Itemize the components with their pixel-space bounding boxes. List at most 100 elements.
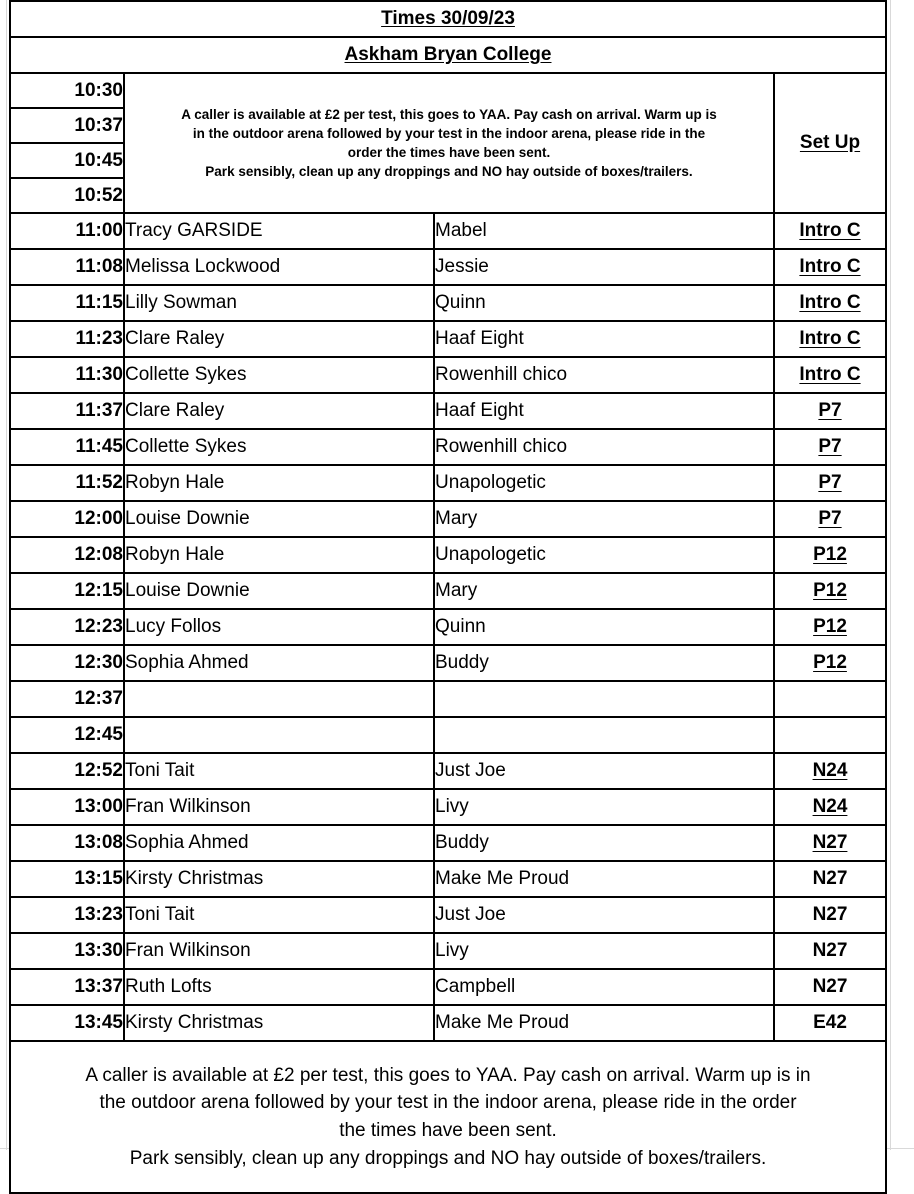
time-cell: 13:23	[9, 896, 125, 934]
table-row: 13:00 Fran Wilkinson Livy N24	[9, 788, 887, 826]
time-cell: 11:15	[9, 284, 125, 322]
horse-cell: Mabel	[433, 212, 775, 250]
time-cell: 12:23	[9, 608, 125, 646]
time-cell: 11:30	[9, 356, 125, 394]
time-cell: 13:00	[9, 788, 125, 826]
table-row: 10:45	[9, 142, 886, 179]
table-row: 12:23 Lucy Follos Quinn P12	[9, 608, 887, 646]
rider-cell	[123, 680, 435, 718]
test-cell: Intro C	[773, 284, 887, 322]
test-cell: Intro C	[773, 248, 887, 286]
table-row: 12:37	[9, 680, 887, 718]
horse-cell: Rowenhill chico	[433, 428, 775, 466]
schedule-table: Times 30/09/23 Askham Bryan College 10:3…	[9, 0, 887, 1194]
test-cell: Intro C	[773, 212, 887, 250]
horse-cell: Livy	[433, 932, 775, 970]
setup-column-header-text: Set Up	[799, 132, 861, 153]
test-label: Intro C	[799, 220, 861, 241]
rider-cell: Toni Tait	[123, 896, 435, 934]
test-cell: P12	[773, 608, 887, 646]
test-label: N24	[812, 796, 848, 817]
horse-cell: Just Joe	[433, 896, 775, 934]
test-cell: N24	[773, 752, 887, 790]
table-row: 11:52 Robyn Hale Unapologetic P7	[9, 464, 887, 502]
table-row: 11:30 Collette Sykes Rowenhill chico Intro …	[9, 356, 887, 394]
table-row: 12:30 Sophia Ahmed Buddy P12	[9, 644, 887, 682]
time-cell: 10:45	[9, 142, 125, 179]
table-row: 13:08 Sophia Ahmed Buddy N27	[9, 824, 887, 862]
test-cell: N24	[773, 788, 887, 826]
time-cell: 12:00	[9, 500, 125, 538]
test-cell: P7	[773, 500, 887, 538]
test-label: P12	[813, 652, 847, 673]
horse-cell: Livy	[433, 788, 775, 826]
footer-notice: A caller is available at £2 per test, th…	[9, 1040, 887, 1194]
horse-cell: Quinn	[433, 284, 775, 322]
rider-cell	[123, 716, 435, 754]
test-cell: N27	[773, 824, 887, 862]
test-cell: N27	[773, 860, 887, 898]
horse-cell: Buddy	[433, 824, 775, 862]
test-label: Intro C	[799, 292, 861, 313]
test-cell: N27	[773, 968, 887, 1006]
rider-cell: Melissa Lockwood	[123, 248, 435, 286]
title-row: Times 30/09/23	[9, 0, 887, 38]
rider-cell: Clare Raley	[123, 320, 435, 358]
header-notice-line: A caller is available at £2 per test, th…	[181, 106, 717, 122]
page-title-text: Times 30/09/23	[381, 8, 515, 29]
test-cell: P12	[773, 572, 887, 610]
setup-column-header: Set Up	[773, 72, 887, 214]
time-cell: 11:37	[9, 392, 125, 430]
rider-cell: Robyn Hale	[123, 536, 435, 574]
time-cell: 10:30	[9, 72, 125, 109]
table-row: 11:00 Tracy GARSIDE Mabel Intro C	[9, 212, 887, 250]
rider-cell: Lilly Sowman	[123, 284, 435, 322]
test-label: N24	[812, 760, 848, 781]
table-row: 11:15 Lilly Sowman Quinn Intro C	[9, 284, 887, 322]
table-row: 13:37 Ruth Lofts Campbell N27	[9, 968, 887, 1006]
table-row: 11:08 Melissa Lockwood Jessie Intro C	[9, 248, 887, 286]
table-row: 13:45 Kirsty Christmas Make Me Proud E42	[9, 1004, 887, 1042]
table-row: 13:15 Kirsty Christmas Make Me Proud N27	[9, 860, 887, 898]
horse-cell: Jessie	[433, 248, 775, 286]
test-label: P7	[818, 508, 842, 529]
rider-cell: Robyn Hale	[123, 464, 435, 502]
horse-cell: Buddy	[433, 644, 775, 682]
test-label: E42	[813, 1012, 847, 1033]
test-cell: N27	[773, 932, 887, 970]
header-notice-line: in the outdoor arena followed by your te…	[192, 125, 706, 141]
test-label: Intro C	[799, 256, 861, 277]
horse-cell: Make Me Proud	[433, 860, 775, 898]
test-label: P12	[813, 580, 847, 601]
test-label: Intro C	[799, 328, 861, 349]
time-cell: 13:15	[9, 860, 125, 898]
test-cell: P7	[773, 464, 887, 502]
time-cell: 11:52	[9, 464, 125, 502]
test-cell: P12	[773, 536, 887, 574]
rider-cell: Collette Sykes	[123, 356, 435, 394]
test-cell: N27	[773, 896, 887, 934]
test-cell: P12	[773, 644, 887, 682]
horse-cell: Mary	[433, 572, 775, 610]
rider-cell: Collette Sykes	[123, 428, 435, 466]
horse-cell: Unapologetic	[433, 536, 775, 574]
test-label: N27	[812, 940, 848, 961]
rider-cell: Ruth Lofts	[123, 968, 435, 1006]
footer-row: A caller is available at £2 per test, th…	[9, 1040, 887, 1194]
footer-notice-line: the outdoor arena followed by your test …	[99, 1092, 797, 1114]
time-cell: 12:52	[9, 752, 125, 790]
rider-cell: Fran Wilkinson	[123, 932, 435, 970]
test-cell: P7	[773, 392, 887, 430]
test-label: P12	[813, 616, 847, 637]
venue-title-text: Askham Bryan College	[344, 44, 552, 65]
rider-cell: Louise Downie	[123, 572, 435, 610]
time-cell: 12:45	[9, 716, 125, 754]
rider-cell: Louise Downie	[123, 500, 435, 538]
test-label: N27	[812, 868, 848, 889]
horse-cell	[433, 716, 775, 754]
table-row: 12:08 Robyn Hale Unapologetic P12	[9, 536, 887, 574]
test-label: P7	[818, 436, 842, 457]
time-cell: 13:08	[9, 824, 125, 862]
horse-cell: Haaf Eight	[433, 392, 775, 430]
subtitle-row: Askham Bryan College	[9, 36, 887, 74]
